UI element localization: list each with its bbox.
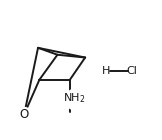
Text: O: O — [20, 108, 29, 121]
Text: Cl: Cl — [127, 66, 138, 76]
Text: H: H — [102, 66, 110, 76]
Text: NH$_2$: NH$_2$ — [64, 92, 86, 105]
